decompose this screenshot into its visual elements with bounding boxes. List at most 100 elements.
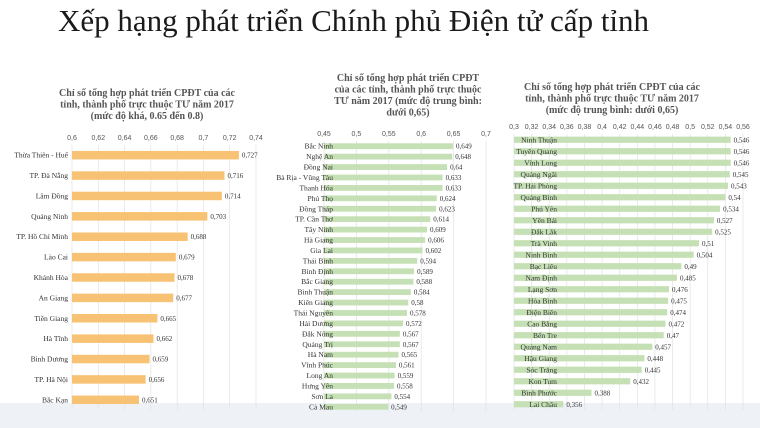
category-label: Thừa Thiên - Huế [14,151,68,160]
category-label: Quảng Trị [302,340,333,349]
category-label: Lào Cai [44,253,68,262]
x-tick-label: 0,32 [525,124,539,131]
bar [72,232,188,241]
category-label: Khánh Hòa [34,273,69,282]
bar [514,343,653,350]
data-label: 0,659 [153,356,169,364]
bar [324,257,418,264]
x-tick-label: 0,6 [67,135,77,142]
chart-title-line: của các tỉnh, thành phố trực thuộc [335,85,482,96]
bar [514,332,664,339]
bar [514,228,713,235]
category-label: Lạng Sơn [528,285,557,294]
category-label: Thái Nguyên [294,308,334,317]
bar [514,309,668,316]
x-tick-label: 0,46 [648,124,662,131]
category-label: Thái Bình [303,256,333,265]
bar [324,268,415,275]
bar [324,351,399,358]
data-label: 0,633 [446,174,462,182]
bar [72,375,146,384]
chart-title-line: dưới 0,65) [386,108,429,119]
bar [514,148,731,155]
bar [324,278,414,285]
data-label: 0,727 [242,152,258,160]
category-label: Bình Dương [31,355,69,364]
bar [514,240,699,247]
bar [324,330,400,337]
data-label: 0,572 [406,320,422,328]
category-label: Hải Dương [299,319,333,328]
chart-title-line: tỉnh, thành phố trực thuộc TƯ năm 2017 [525,94,699,105]
category-label: Ninh Thuận [521,135,557,144]
x-tick-label: 0,4 [597,124,607,131]
category-label: Đồng Nai [304,163,333,172]
category-label: Đồng Tháp [299,204,333,213]
data-label: 0,648 [455,153,471,161]
data-label: 0,543 [731,182,747,190]
category-label: TP. Đà Nẵng [29,171,68,180]
data-label: 0,534 [723,205,739,213]
bar [324,310,407,316]
category-label: Bình Phước [521,388,557,397]
category-label: Quảng Ninh [31,212,68,221]
data-label: 0,624 [440,195,456,203]
x-tick-label: 0,48 [666,124,680,131]
category-label: Vĩnh Long [524,158,557,167]
chart-title-line: (mức độ khá, 0.65 đến 0.8) [91,111,204,122]
bar [324,320,404,327]
x-tick-label: 0,38 [578,124,592,131]
data-label: 0,688 [191,233,207,241]
bar [514,320,666,327]
data-label: 0,606 [428,237,444,245]
bar [72,171,225,180]
data-label: 0,588 [416,278,432,286]
data-label: 0,49 [684,263,697,271]
x-tick-label: 0,45 [317,131,331,138]
category-label: Quảng Bình [521,193,558,202]
category-label: Phú Thọ [308,194,334,203]
x-tick-label: 0,7 [199,135,209,142]
category-label: Phú Yên [531,204,557,213]
data-label: 0,525 [715,228,731,236]
category-label: Hà Giang [304,236,333,245]
data-label: 0,432 [633,378,649,386]
x-tick-label: 0,65 [447,131,461,138]
data-label: 0,609 [430,226,446,234]
data-label: 0,554 [394,393,410,401]
data-label: 0,567 [403,330,419,338]
category-label: Long An [307,371,334,380]
category-label: Bắc Giang [301,277,333,286]
category-label: Yên Bái [532,216,557,225]
data-label: 0,388 [595,389,611,397]
data-label: 0,558 [397,382,413,390]
data-label: 0,54 [728,194,741,202]
bar [324,237,426,243]
x-tick-label: 0,66 [144,135,158,142]
data-label: 0,64 [450,164,463,172]
category-label: TP. Hải Phòng [513,181,557,190]
category-label: Bình Thuận [298,288,334,297]
data-label: 0,504 [697,251,713,259]
bar [514,182,729,189]
category-label: Hậu Giang [524,354,557,363]
category-label: Cà Mau [309,402,333,411]
bar [514,205,721,212]
data-label: 0,578 [410,309,426,317]
bar [324,383,394,389]
bar [514,263,682,270]
chart-title-line: Chỉ số tổng hợp phát triển CPĐT của các [524,82,700,93]
data-label: 0,546 [734,159,750,167]
category-label: TP. Hà Nội [34,375,68,384]
bar [324,403,389,410]
bar [324,247,423,254]
data-label: 0,662 [156,335,172,343]
category-label: Hòa Bình [528,296,557,305]
x-tick-label: 0,42 [613,124,627,131]
bar [514,366,642,373]
category-label: Lai Châu [529,400,557,409]
data-label: 0,649 [456,143,472,151]
bar [514,159,731,166]
data-label: 0,448 [647,355,663,363]
